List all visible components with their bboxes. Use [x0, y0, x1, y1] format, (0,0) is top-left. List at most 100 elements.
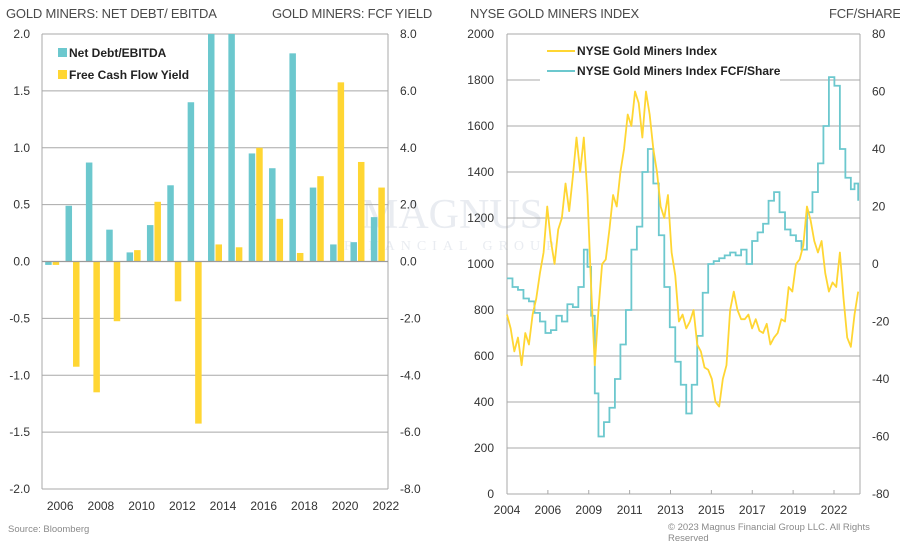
right-chart-left-title: NYSE GOLD MINERS INDEX — [470, 6, 639, 21]
x-tick-label: 2008 — [88, 499, 115, 513]
y-right-tick-label: 80 — [872, 27, 886, 41]
bar-net-debt-ebitda — [309, 187, 317, 262]
y-left-tick-label: 1600 — [467, 119, 494, 133]
legend-swatch-net-debt — [58, 48, 67, 57]
bar-net-debt-ebitda — [370, 217, 378, 262]
x-tick-label: 2020 — [332, 499, 359, 513]
bar-net-debt-ebitda — [187, 102, 195, 262]
left-bar-chart: 2.0 1.5 1.0 0.5 0.0 -0.5 -1.0 -1.5 -2.0 8.0 6.0 4.0… — [9, 27, 421, 513]
bar-net-debt-ebitda — [146, 225, 154, 262]
x-tick-label: 2016 — [250, 499, 277, 513]
right-line-chart: 2000180016001400120010008006004002000806… — [467, 27, 889, 517]
x-tick-label: 2010 — [128, 499, 155, 513]
x-tick-label: 2013 — [657, 503, 684, 517]
y-right-tick-label: 0.0 — [400, 255, 417, 269]
bar-net-debt-ebitda — [248, 153, 256, 262]
bar-net-debt-ebitda — [208, 34, 215, 262]
x-tick-label: 2018 — [291, 499, 318, 513]
y-left-tick-label: 1200 — [467, 211, 494, 225]
bar-fcf-yield — [73, 261, 80, 367]
bar-fcf-yield — [154, 201, 161, 262]
bar-fcf-yield — [357, 161, 365, 262]
y-right-tick-label: 60 — [872, 85, 886, 99]
y-left-tick-label: -1.0 — [9, 368, 30, 382]
x-tick-label: 2014 — [210, 499, 237, 513]
bar-fcf-yield — [235, 247, 243, 262]
x-tick-label: 2022 — [821, 503, 848, 517]
watermark-line2: FINANCIAL GROUP — [344, 239, 560, 254]
bar-fcf-yield — [337, 82, 345, 262]
x-tick-label: 2017 — [739, 503, 766, 517]
left-chart-left-title: GOLD MINERS: NET DEBT/ EBITDA — [6, 6, 217, 21]
left-chart-right-title: GOLD MINERS: FCF YIELD — [272, 6, 433, 21]
bar-net-debt-ebitda — [85, 162, 93, 262]
x-tick-label: 2004 — [494, 503, 521, 517]
bar-fcf-yield — [134, 250, 141, 262]
bar-fcf-yield — [317, 176, 324, 262]
y-right-tick-label: 0 — [872, 257, 879, 271]
x-tick-label: 2019 — [780, 503, 807, 517]
legend-label-fcf-yield: Free Cash Flow Yield — [69, 68, 189, 82]
y-left-tick-label: 1000 — [467, 257, 494, 271]
bar-net-debt-ebitda — [126, 252, 134, 262]
y-right-tick-label: 6.0 — [400, 84, 417, 98]
y-right-tick-label: 8.0 — [400, 27, 417, 41]
copyright-note: © 2023 Magnus Financial Group LLC. All R… — [668, 522, 870, 544]
bar-net-debt-ebitda — [350, 242, 357, 262]
bar-net-debt-ebitda — [228, 34, 235, 262]
y-left-tick-label: 1.5 — [13, 84, 30, 98]
legend-background — [540, 42, 780, 82]
y-right-tick-label: -2.0 — [400, 311, 421, 325]
y-left-tick-label: 2.0 — [13, 27, 30, 41]
watermark: MAGNUS FINANCIAL GROUP — [344, 192, 560, 254]
bar-fcf-yield — [52, 261, 60, 265]
bar-net-debt-ebitda — [45, 261, 52, 265]
y-left-tick-label: 2000 — [467, 27, 494, 41]
y-left-tick-label: 1800 — [467, 73, 494, 87]
y-left-tick-label: 0 — [487, 487, 494, 501]
y-left-tick-label: 600 — [474, 349, 494, 363]
bar-fcf-yield — [378, 187, 385, 262]
bar-fcf-yield — [195, 261, 202, 424]
y-left-tick-label: 0.0 — [13, 255, 30, 269]
line-fcf-per-share — [507, 76, 860, 438]
bar-fcf-yield — [174, 261, 182, 302]
bar-net-debt-ebitda — [330, 244, 337, 262]
y-left-tick-label: -1.5 — [9, 425, 30, 439]
y-right-tick-label: -60 — [872, 430, 890, 444]
y-right-tick-label: 20 — [872, 200, 886, 214]
line-gold-miners-index — [506, 90, 860, 408]
y-right-tick-label: -6.0 — [400, 425, 421, 439]
right-chart-right-title: FCF/SHARE — [829, 6, 900, 21]
bar-fcf-yield — [93, 261, 100, 393]
bar-net-debt-ebitda — [269, 168, 276, 262]
bar-net-debt-ebitda — [65, 205, 73, 262]
y-right-tick-label: -40 — [872, 372, 890, 386]
watermark-line1: MAGNUS — [361, 192, 543, 238]
bar-net-debt-ebitda — [167, 185, 174, 262]
y-left-tick-label: -0.5 — [9, 311, 30, 325]
y-left-tick-label: 1.0 — [13, 141, 30, 155]
bar-fcf-yield — [296, 252, 304, 262]
bar-fcf-yield — [276, 218, 284, 262]
y-right-tick-label: 2.0 — [400, 198, 417, 212]
y-left-tick-label: -2.0 — [9, 482, 30, 496]
bar-fcf-yield — [256, 147, 263, 262]
x-tick-label: 2012 — [169, 499, 196, 513]
x-tick-label: 2015 — [698, 503, 725, 517]
bar-net-debt-ebitda — [289, 53, 296, 262]
source-note: Source: Bloomberg — [8, 524, 90, 535]
x-tick-label: 2011 — [617, 503, 643, 517]
legend-swatch-fcf-yield — [58, 70, 67, 79]
legend-label-fcf: NYSE Gold Miners Index FCF/Share — [577, 64, 781, 78]
y-right-tick-label: -80 — [872, 487, 890, 501]
y-left-tick-label: 800 — [474, 303, 494, 317]
x-tick-label: 2006 — [47, 499, 74, 513]
x-tick-label: 2022 — [372, 499, 399, 513]
legend-label-index: NYSE Gold Miners Index — [577, 44, 717, 58]
bar-fcf-yield — [215, 244, 222, 262]
y-right-tick-label: 4.0 — [400, 141, 417, 155]
y-left-tick-label: 0.5 — [13, 198, 30, 212]
y-right-tick-label: -20 — [872, 315, 890, 329]
